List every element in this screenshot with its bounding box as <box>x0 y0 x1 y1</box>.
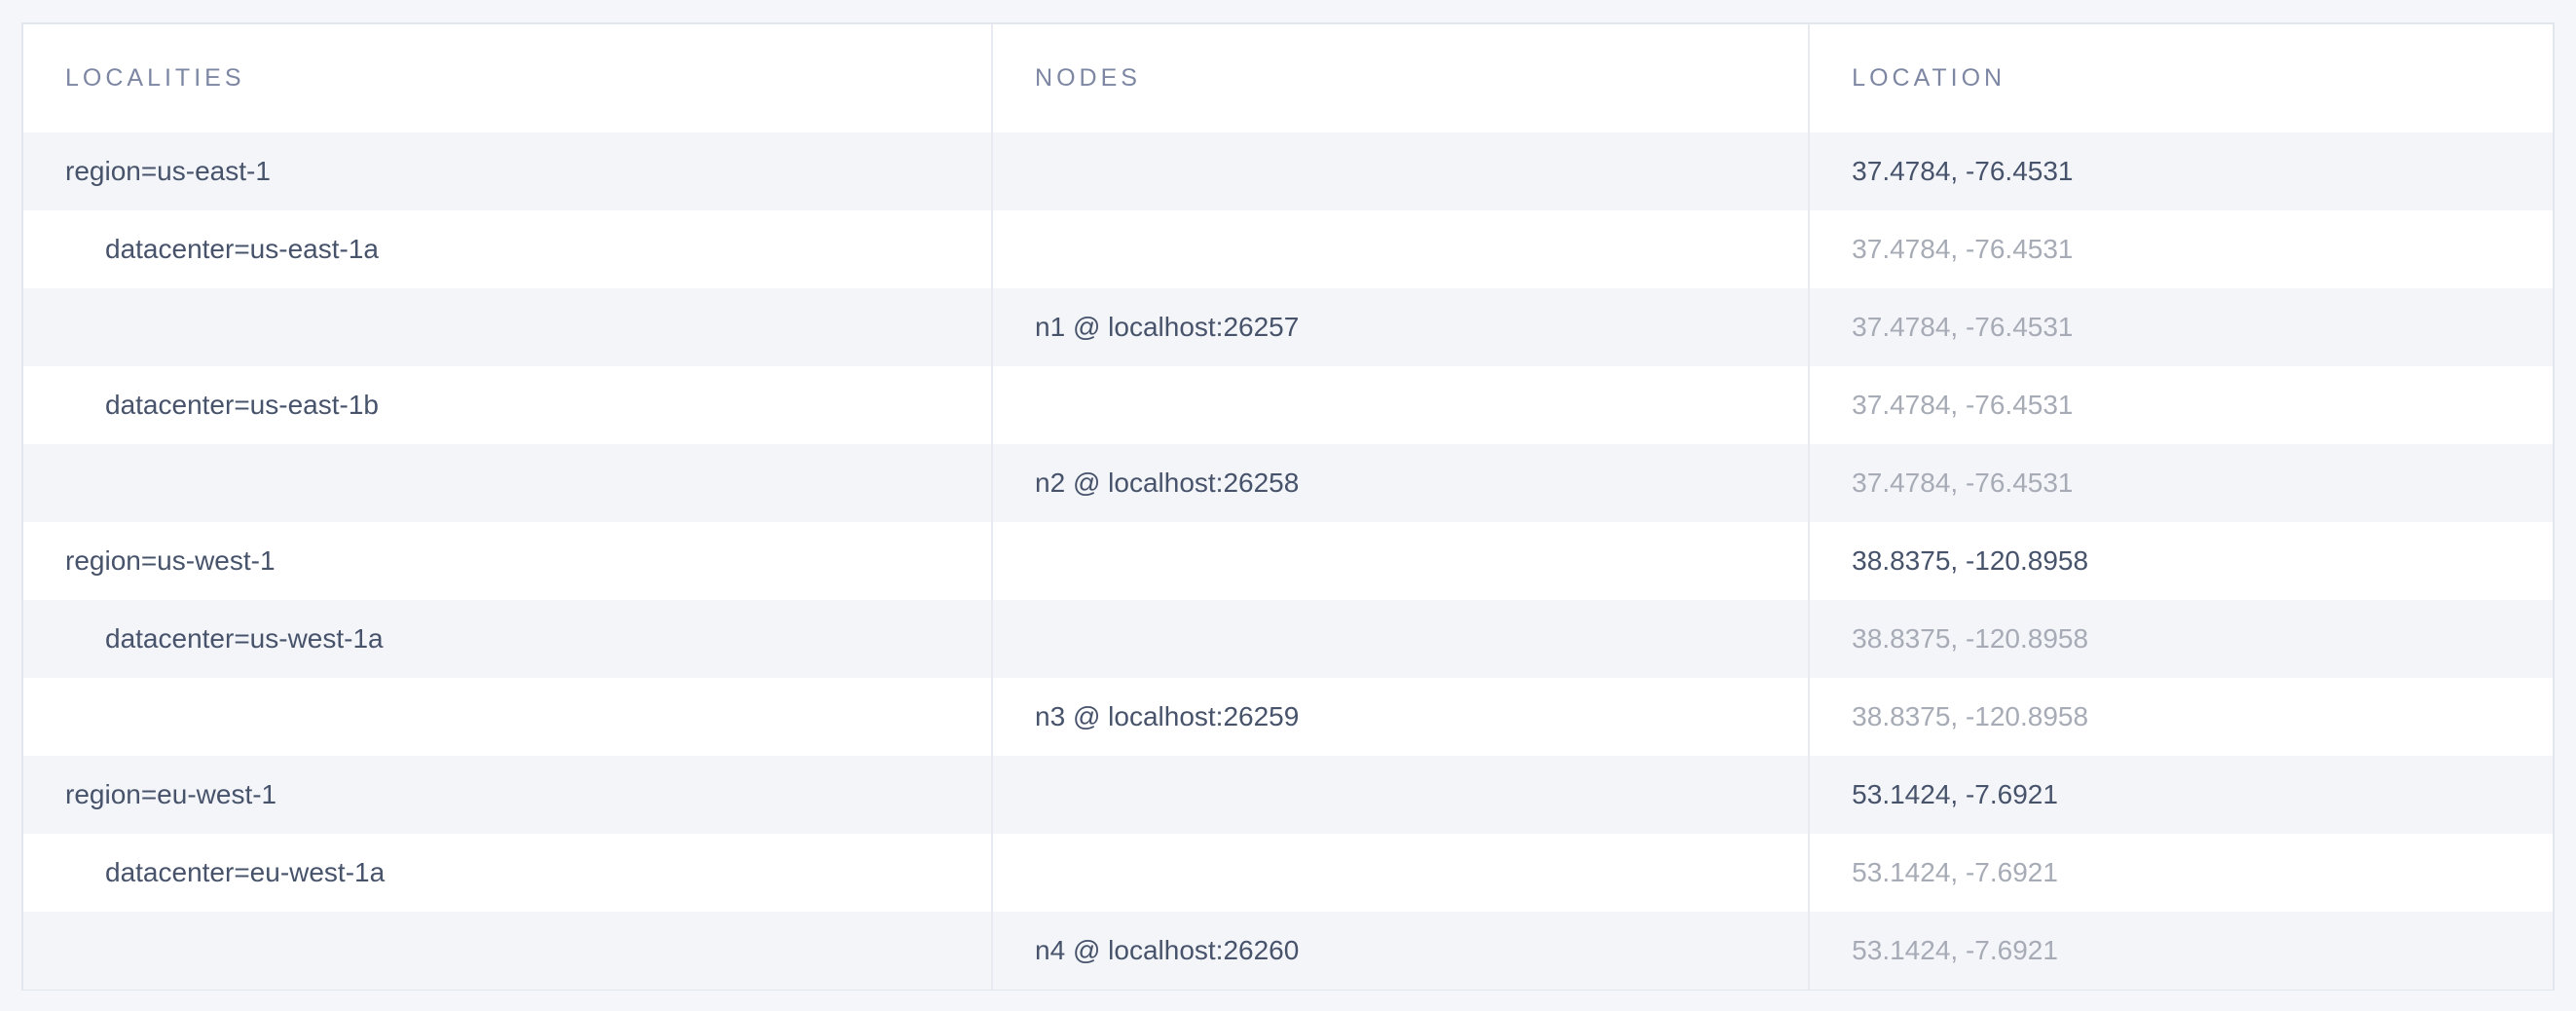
table-row: region=us-west-1 38.8375, -120.8958 <box>23 522 2553 600</box>
node-cell <box>991 600 1810 678</box>
locality-cell: region=us-west-1 <box>23 522 993 600</box>
table-header: LOCALITIES NODES LOCATION <box>23 24 2553 132</box>
location-cell: 38.8375, -120.8958 <box>1808 522 2553 600</box>
node-cell <box>991 834 1810 912</box>
locality-cell: region=eu-west-1 <box>23 756 993 834</box>
locality-cell: datacenter=us-west-1a <box>23 600 993 678</box>
node-cell: n2 @ localhost:26258 <box>991 444 1810 522</box>
column-header-localities: LOCALITIES <box>23 24 993 132</box>
location-cell: 37.4784, -76.4531 <box>1808 288 2553 366</box>
table-row: datacenter=us-east-1b 37.4784, -76.4531 <box>23 366 2553 444</box>
column-header-location: LOCATION <box>1808 24 2553 132</box>
location-cell: 53.1424, -7.6921 <box>1808 912 2553 990</box>
header-row: LOCALITIES NODES LOCATION <box>23 24 2553 132</box>
table-row: datacenter=us-west-1a 38.8375, -120.8958 <box>23 600 2553 678</box>
locality-cell: datacenter=us-east-1a <box>23 210 993 288</box>
table-row: region=eu-west-1 53.1424, -7.6921 <box>23 756 2553 834</box>
node-cell <box>991 522 1810 600</box>
table-row: datacenter=us-east-1a 37.4784, -76.4531 <box>23 210 2553 288</box>
location-cell: 37.4784, -76.4531 <box>1808 366 2553 444</box>
table-row: region=us-east-1 37.4784, -76.4531 <box>23 132 2553 210</box>
location-cell: 38.8375, -120.8958 <box>1808 600 2553 678</box>
table-row: n2 @ localhost:26258 37.4784, -76.4531 <box>23 444 2553 522</box>
node-cell <box>991 132 1810 210</box>
locality-cell: datacenter=us-east-1b <box>23 366 993 444</box>
locality-cell <box>23 288 993 366</box>
locality-cell <box>23 678 993 756</box>
location-cell: 37.4784, -76.4531 <box>1808 210 2553 288</box>
node-cell <box>991 210 1810 288</box>
location-cell: 38.8375, -120.8958 <box>1808 678 2553 756</box>
table-row: n4 @ localhost:26260 53.1424, -7.6921 <box>23 912 2553 990</box>
localities-table: LOCALITIES NODES LOCATION region=us-east… <box>23 24 2553 990</box>
location-cell: 37.4784, -76.4531 <box>1808 444 2553 522</box>
node-cell: n1 @ localhost:26257 <box>991 288 1810 366</box>
localities-table-container: LOCALITIES NODES LOCATION region=us-east… <box>21 22 2555 991</box>
node-cell: n4 @ localhost:26260 <box>991 912 1810 990</box>
column-header-nodes: NODES <box>991 24 1810 132</box>
locality-cell: region=us-east-1 <box>23 132 993 210</box>
node-cell <box>991 756 1810 834</box>
location-cell: 53.1424, -7.6921 <box>1808 756 2553 834</box>
location-cell: 53.1424, -7.6921 <box>1808 834 2553 912</box>
table-body: region=us-east-1 37.4784, -76.4531 datacen… <box>23 132 2553 990</box>
table-row: n3 @ localhost:26259 38.8375, -120.8958 <box>23 678 2553 756</box>
node-cell <box>991 366 1810 444</box>
table-row: n1 @ localhost:26257 37.4784, -76.4531 <box>23 288 2553 366</box>
locality-cell: datacenter=eu-west-1a <box>23 834 993 912</box>
location-cell: 37.4784, -76.4531 <box>1808 132 2553 210</box>
table-row: datacenter=eu-west-1a 53.1424, -7.6921 <box>23 834 2553 912</box>
locality-cell <box>23 444 993 522</box>
node-cell: n3 @ localhost:26259 <box>991 678 1810 756</box>
locality-cell <box>23 912 993 990</box>
